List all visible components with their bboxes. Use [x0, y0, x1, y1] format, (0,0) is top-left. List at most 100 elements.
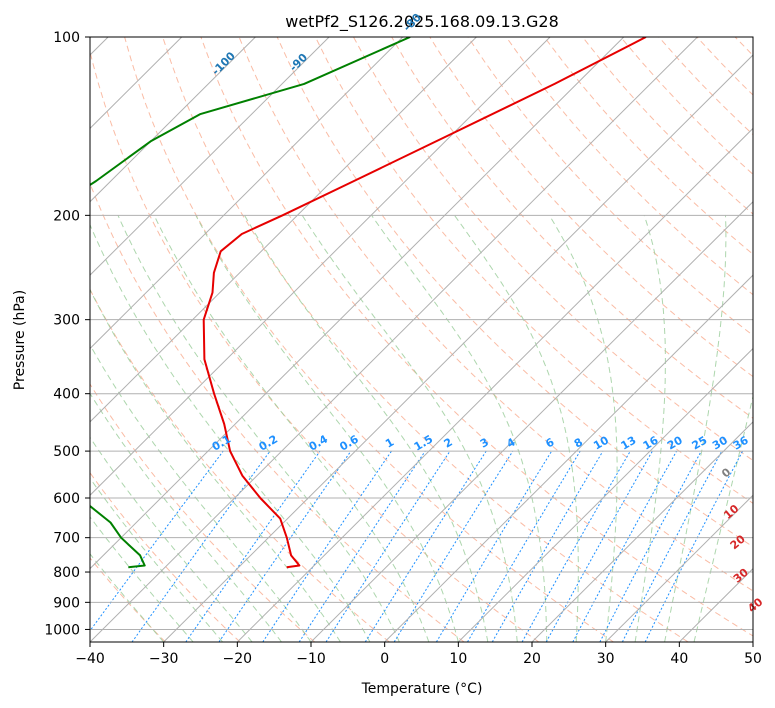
dry-adiabat-line: [658, 37, 753, 136]
background-lines: [90, 37, 753, 642]
mixing-ratio-label: 0.2: [257, 433, 280, 454]
isotherm-label: -100: [209, 49, 238, 78]
mixing-ratio-line: [90, 450, 224, 632]
mixing-ratio-label: 30: [710, 433, 730, 452]
x-tick-label: 50: [744, 651, 762, 667]
mixing-ratio-line: [521, 450, 631, 642]
mixing-ratio-line: [621, 450, 723, 642]
dry-adiabat-line: [620, 37, 753, 175]
dry-adiabat-line: [124, 37, 614, 642]
mixing-ratio-line: [599, 450, 702, 642]
moist-adiabat-line: [90, 477, 223, 642]
isotherm-line: [90, 37, 256, 203]
mixing-ratio-line: [364, 450, 487, 642]
mixing-ratio-label: 0.6: [337, 432, 361, 453]
x-tick-label: −20: [223, 651, 253, 667]
moist-adiabat-line: [117, 215, 400, 642]
dry-adiabat-line: [90, 182, 465, 642]
mixing-ratio-label: 13: [619, 434, 639, 453]
dry-adiabat-line: [505, 37, 753, 296]
isotherm-line: [90, 37, 330, 276]
dry-adiabat-line: [90, 383, 316, 642]
y-tick-label: 800: [53, 565, 80, 581]
mixing-ratio-label: 1.5: [412, 433, 435, 454]
y-tick-label: 300: [53, 313, 80, 329]
isotherm-line: [90, 37, 404, 350]
moist-adiabat-line: [634, 215, 666, 642]
x-tick-label: 30: [597, 651, 615, 667]
mixing-ratio-label: 3: [478, 436, 491, 451]
dry-adiabat-line: [90, 288, 390, 642]
mixing-ratio-line: [644, 450, 744, 642]
mixing-ratio-line: [262, 450, 392, 642]
x-tick-label: −40: [75, 651, 105, 667]
x-tick-label: −10: [296, 651, 326, 667]
isotherm-line: [531, 421, 753, 642]
mixing-ratio-label: 16: [641, 433, 661, 452]
y-tick-label: 600: [53, 491, 80, 507]
y-tick-label: 1000: [44, 622, 80, 638]
line-labels: -100-90-80-70-60-50-40-30-20-100.10.20.4…: [209, 11, 765, 616]
mixing-ratio-line: [218, 450, 352, 642]
mixing-ratio-label: 8: [572, 436, 585, 451]
dry-adiabat-line: [162, 37, 689, 642]
mixing-ratio-line: [393, 450, 514, 642]
x-tick-label: 20: [523, 651, 541, 667]
y-tick-label: 900: [53, 595, 80, 611]
moist-adiabat-label: 40: [745, 595, 765, 615]
x-axis-label: Temperature (°C): [361, 681, 483, 697]
isotherm-line: [163, 54, 753, 642]
mixing-ratio-line: [325, 450, 451, 642]
isotherm-line: [752, 641, 753, 642]
mixing-ratio-line: [131, 450, 271, 642]
moist-adiabat-line: [371, 215, 548, 642]
axis-ticks: −40 −30 −20 −10 0 10 20 30 40 50 100 200 300 400 500 60…: [44, 30, 762, 667]
mixing-ratio-line: [185, 450, 321, 642]
y-tick-label: 200: [53, 208, 80, 224]
moist-adiabat-line: [90, 553, 165, 642]
y-tick-label: 700: [53, 531, 80, 547]
dry-adiabat-line: [543, 37, 753, 255]
mixing-ratio-line: [572, 450, 678, 642]
dry-adiabat-line: [238, 37, 753, 592]
dewpoint-series-line: [90, 37, 411, 569]
mixing-ratio-label: 2: [442, 436, 455, 451]
isotherm-line: [457, 347, 753, 642]
moist-adiabat-line: [153, 215, 430, 642]
isotherm-label: -90: [287, 51, 310, 74]
moist-adiabat-line: [664, 215, 727, 642]
mixing-ratio-label: 10: [591, 433, 611, 452]
dry-adiabat-line: [353, 37, 753, 462]
dry-adiabat-line: [391, 37, 753, 419]
dry-adiabat-line: [90, 49, 540, 642]
dry-adiabat-line: [429, 37, 753, 378]
y-axis-label: Pressure (hPa): [12, 290, 28, 390]
mixing-ratio-label: 36: [731, 433, 751, 452]
mixing-ratio-line: [435, 450, 553, 642]
isotherm-line: [310, 201, 753, 642]
chart-title: wetPf2_S126.2025.168.09.13.G28: [285, 12, 559, 32]
isotherm-line: [678, 567, 753, 642]
y-tick-label: 400: [53, 387, 80, 403]
x-tick-label: 40: [670, 651, 688, 667]
dry-adiabat-line: [90, 471, 241, 642]
mixing-ratio-line: [298, 450, 426, 642]
moist-adiabat-line: [195, 215, 459, 642]
moist-adiabat-line: [548, 215, 618, 642]
isotherm-line: [90, 37, 698, 642]
isotherm-line: [90, 37, 551, 496]
mixing-ratio-label: 1: [383, 436, 396, 451]
moist-adiabat-line: [90, 343, 312, 642]
x-tick-label: 0: [380, 651, 389, 667]
isotherm-line: [90, 37, 625, 570]
dry-adiabat-line: [734, 37, 753, 57]
moist-adiabat-label: 20: [728, 532, 748, 552]
isotherm-line: [605, 494, 753, 642]
dry-adiabat-line: [200, 37, 753, 637]
temperature-series-line: [202, 37, 647, 569]
x-tick-label: 10: [449, 651, 467, 667]
mixing-ratio-label: 0.4: [307, 432, 331, 453]
moist-adiabat-line: [90, 288, 341, 642]
dry-adiabat-line: [467, 37, 753, 337]
